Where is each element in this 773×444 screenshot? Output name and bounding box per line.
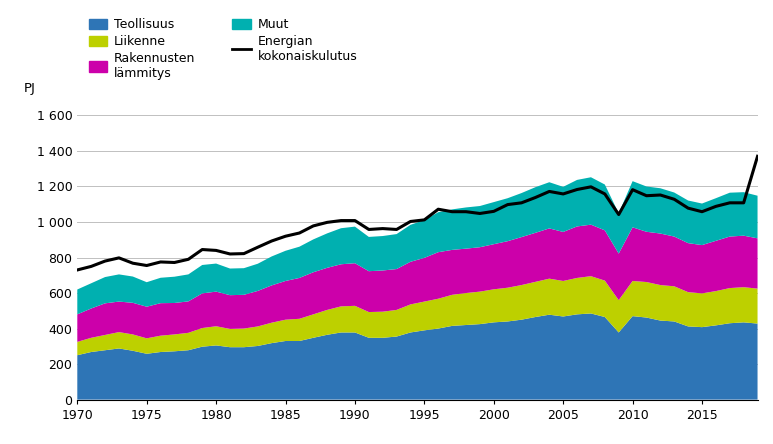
Y-axis label: PJ: PJ <box>24 82 36 95</box>
Legend: Teollisuus, Liikenne, Rakennusten
lämmitys, Muut, Energian
kokonaiskulutus: Teollisuus, Liikenne, Rakennusten lämmit… <box>83 13 363 85</box>
